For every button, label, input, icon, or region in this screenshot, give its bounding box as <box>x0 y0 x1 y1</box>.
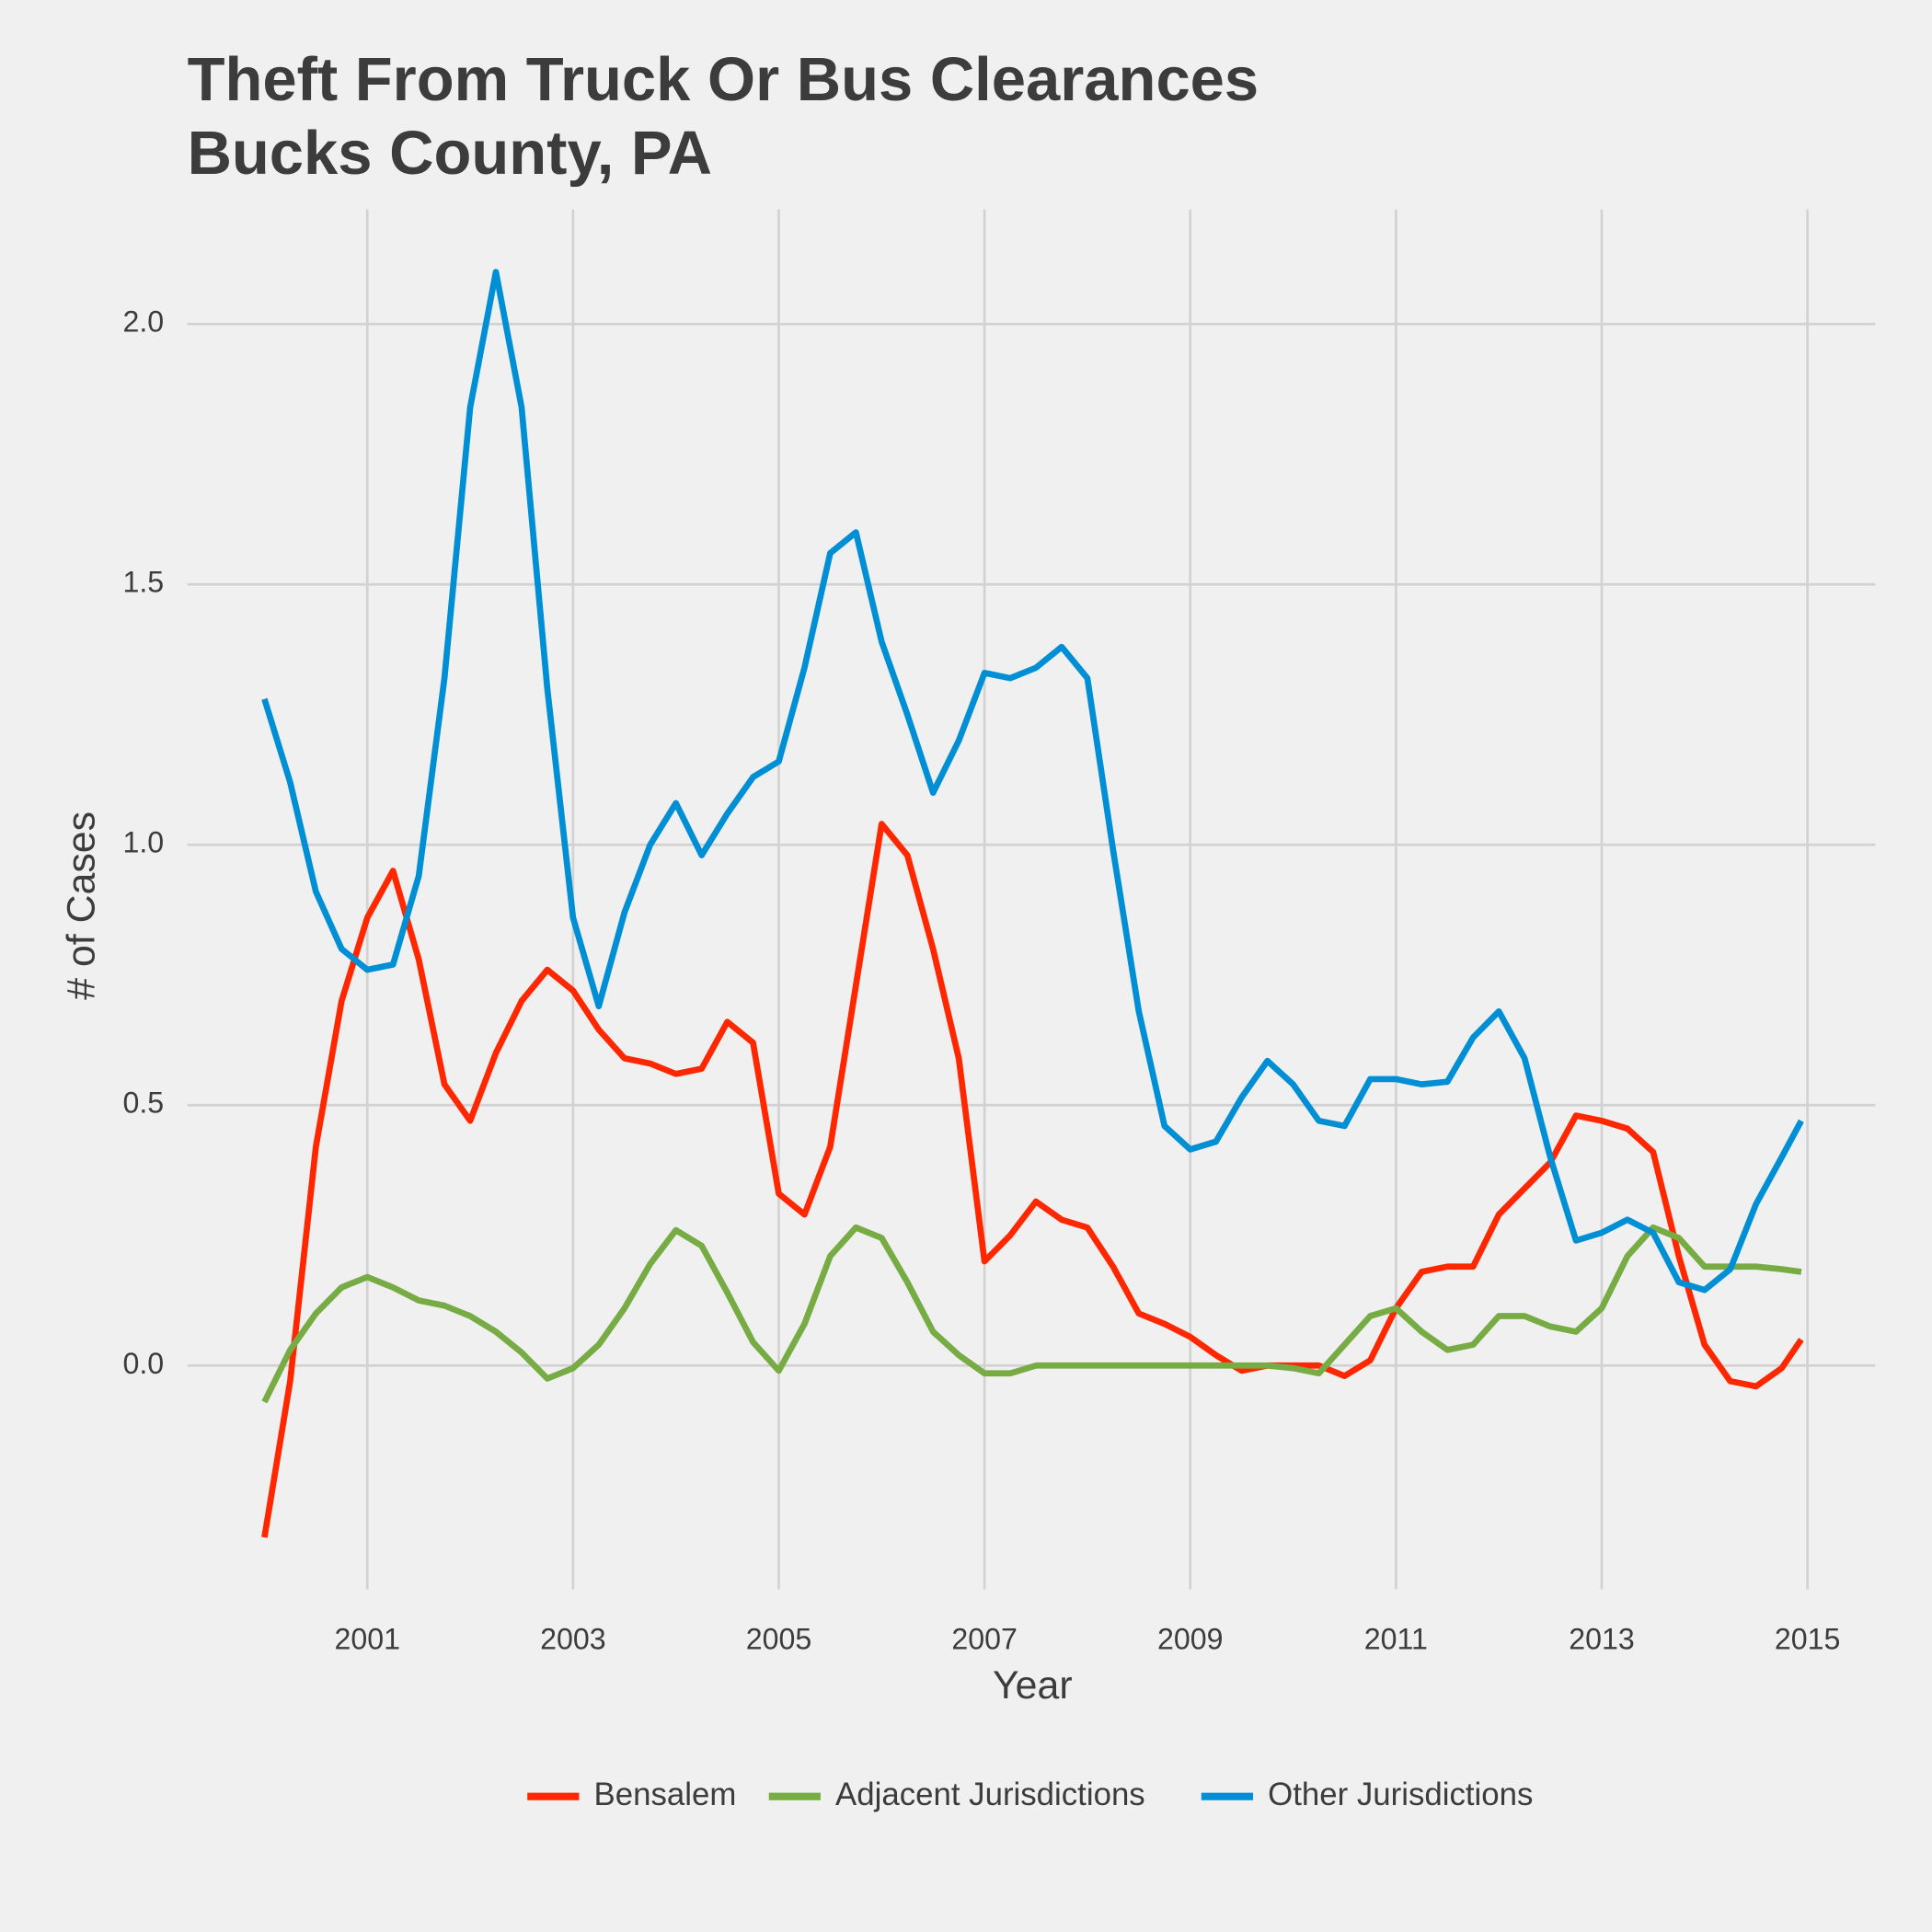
line <box>261 1224 1802 1404</box>
legend-label: Adjacent Jurisdictions <box>835 1777 1145 1812</box>
x-tick-label: 2007 <box>951 1622 1017 1655</box>
x-axis-title: Year <box>993 1663 1073 1708</box>
line <box>261 269 1804 1294</box>
x-tick-label: 2009 <box>1157 1622 1223 1655</box>
y-axis-title: # of Cases <box>59 811 103 1000</box>
y-tick-label: 1.5 <box>122 566 164 599</box>
x-tick-label: 2003 <box>540 1622 605 1655</box>
y-tick-label: 0.5 <box>122 1087 164 1120</box>
legend-label: Other Jurisdictions <box>1268 1777 1533 1812</box>
chart-title: Theft From Truck Or Bus Clearances <box>188 45 1259 114</box>
chart-title: Bucks County, PA <box>188 119 712 188</box>
x-tick-label: 2005 <box>746 1622 811 1655</box>
x-tick-label: 2011 <box>1364 1622 1428 1655</box>
y-tick-label: 1.0 <box>122 826 164 859</box>
legend-label: Bensalem <box>594 1777 737 1812</box>
y-tick-label: 0.0 <box>122 1347 164 1380</box>
x-tick-label: 2001 <box>335 1622 400 1655</box>
x-tick-label: 2015 <box>1775 1622 1840 1655</box>
y-tick-label: 2.0 <box>122 305 164 339</box>
x-tick-label: 2013 <box>1569 1622 1634 1655</box>
